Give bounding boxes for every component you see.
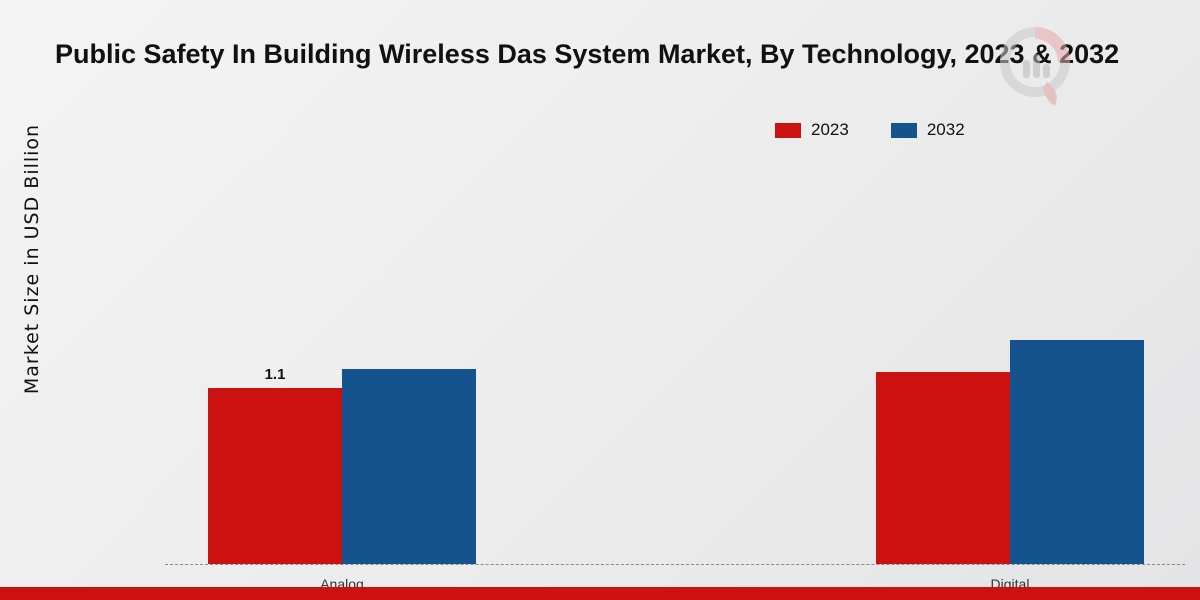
bar-digital-2023 bbox=[876, 372, 1010, 564]
y-axis-label: Market Size in USD Billion bbox=[21, 123, 43, 395]
plot-area: 1.1 Analog Digital bbox=[165, 85, 1185, 592]
legend-label: 2032 bbox=[926, 120, 965, 139]
footer-accent-bar bbox=[0, 587, 1200, 600]
legend-label: 2023 bbox=[811, 120, 849, 139]
bar-value-label: 1.1 bbox=[264, 366, 286, 383]
bar-group-digital: Digital bbox=[876, 340, 1144, 592]
legend: 2023 2032 bbox=[775, 120, 965, 140]
legend-swatch-2023 bbox=[775, 122, 801, 138]
legend-item-2023: 2023 bbox=[775, 120, 849, 140]
legend-item-2032: 2032 bbox=[890, 120, 965, 140]
bar-group-analog: 1.1 Analog bbox=[208, 366, 476, 592]
bar-analog-2032 bbox=[342, 369, 476, 564]
bar-digital-2032 bbox=[1010, 340, 1144, 564]
bar-analog-2023: 1.1 bbox=[208, 366, 342, 564]
watermark-logo bbox=[995, 22, 1075, 117]
chart-title: Public Safety In Building Wireless Das S… bbox=[55, 39, 1120, 69]
legend-swatch-2032 bbox=[890, 122, 917, 138]
